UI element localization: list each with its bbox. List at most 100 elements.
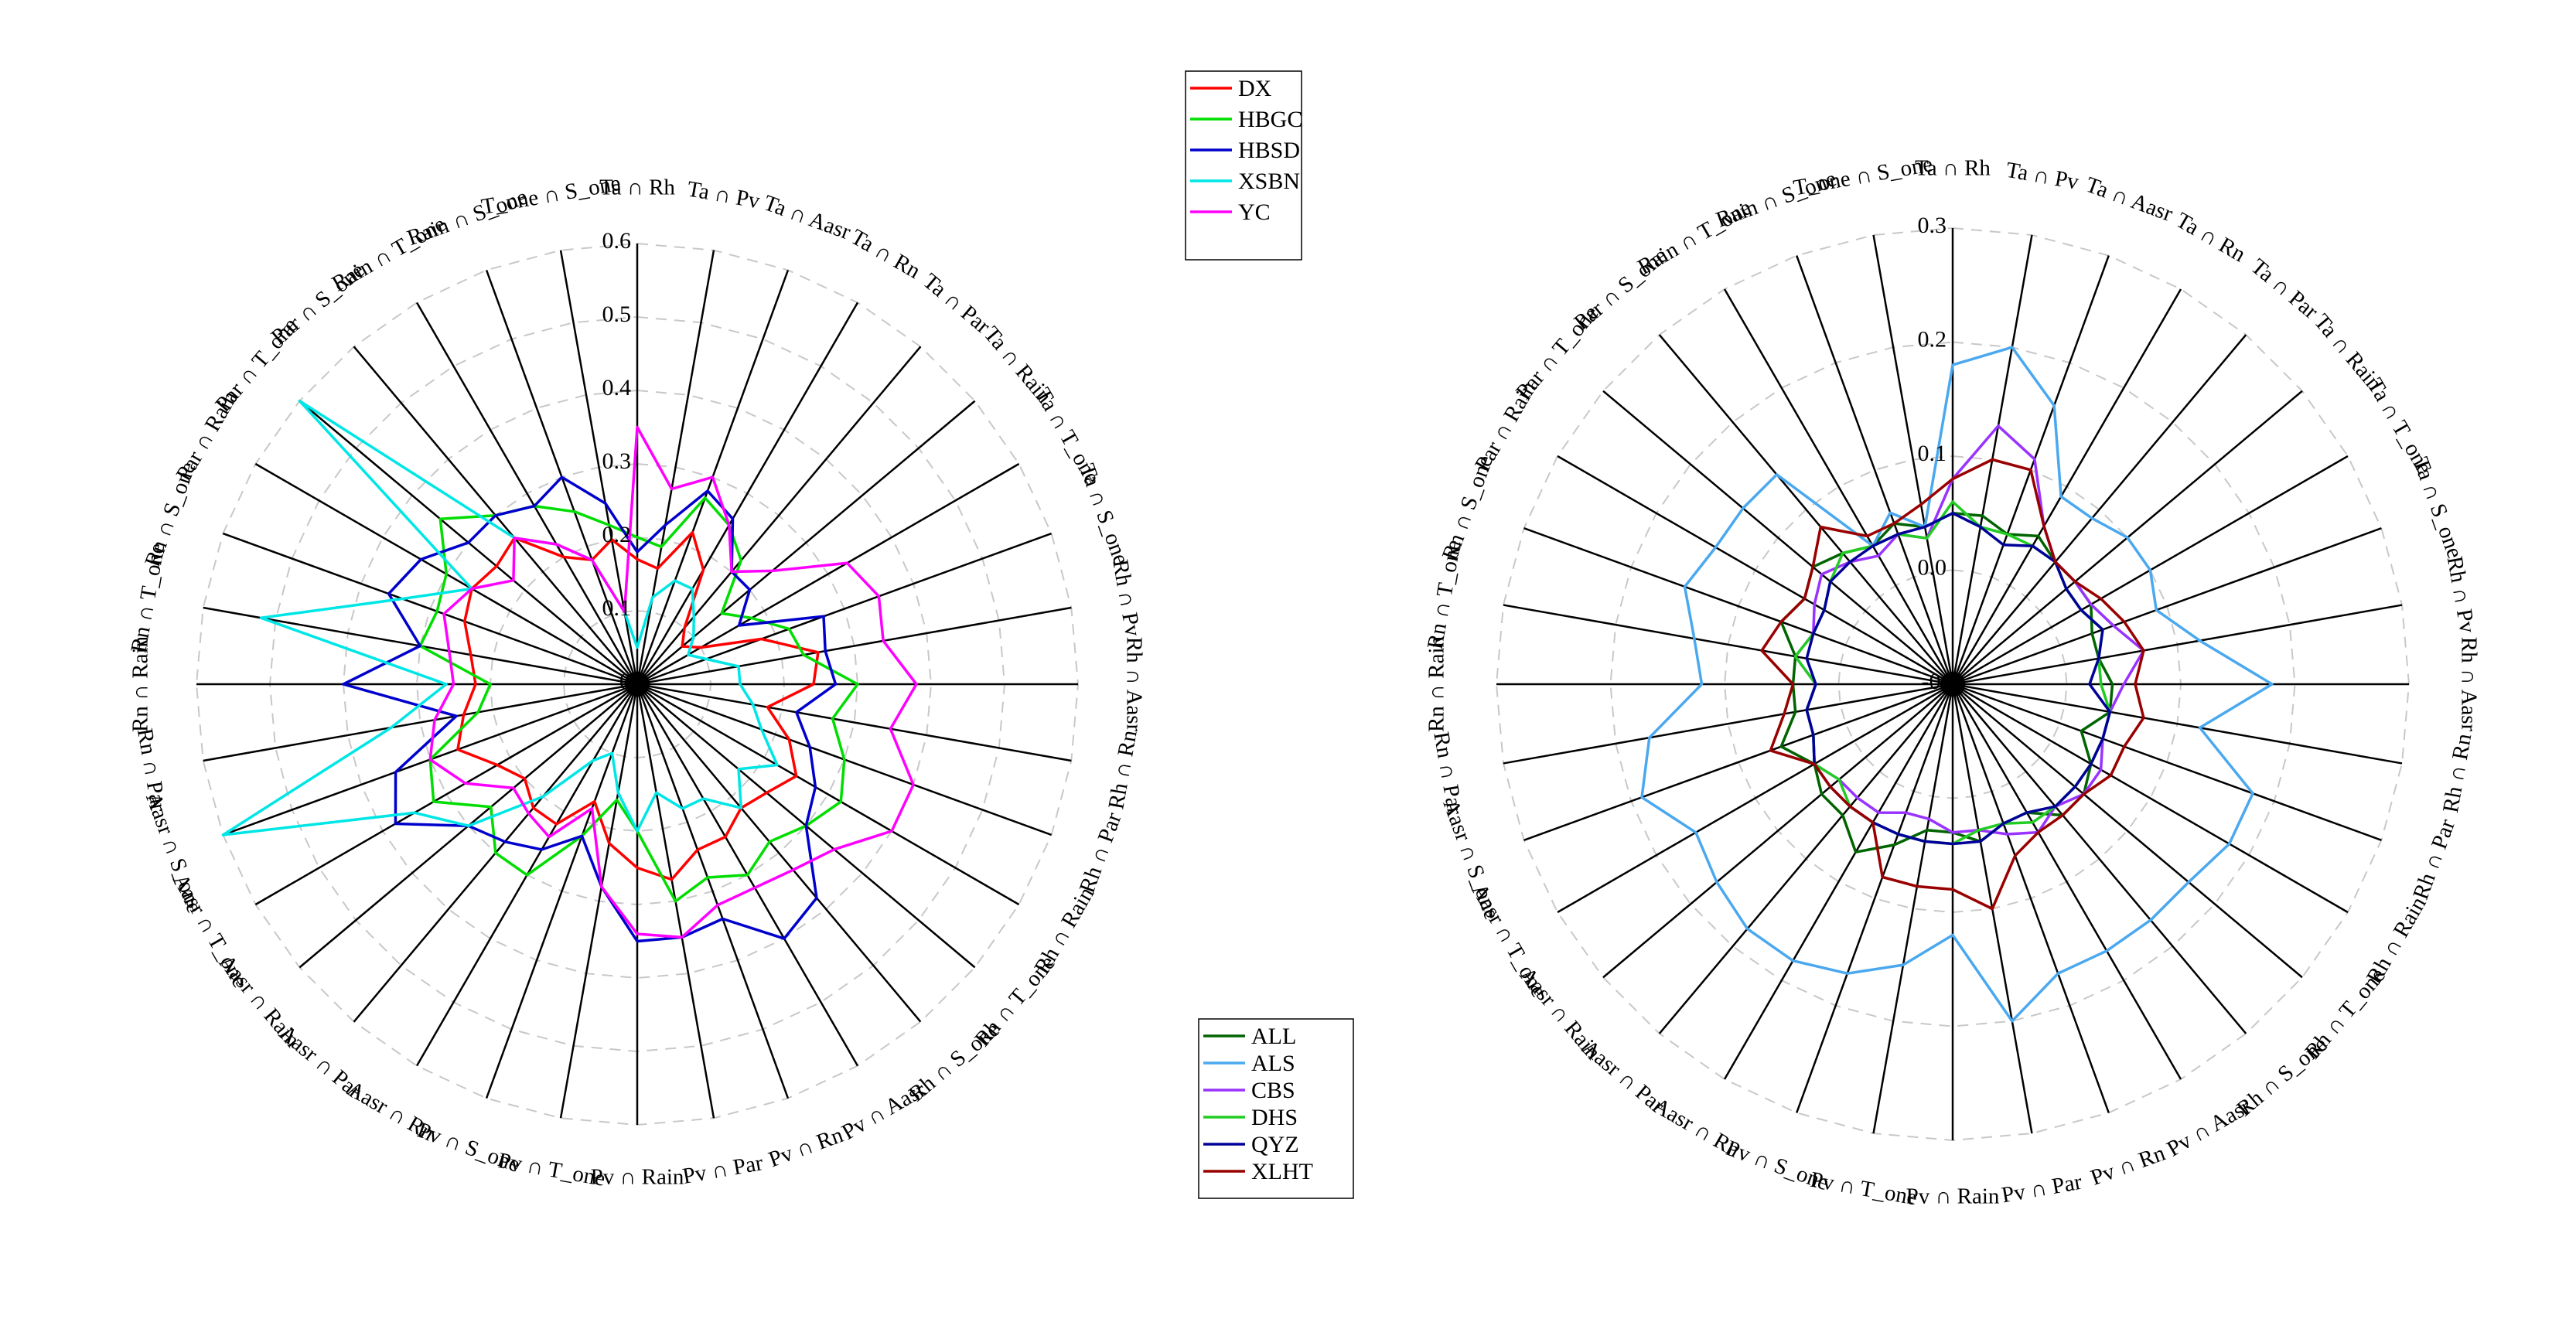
category-label: Rn ∩ Par xyxy=(132,727,171,813)
spoke-26 xyxy=(1503,683,1953,765)
spoke-3 xyxy=(636,302,859,685)
spoke-13 xyxy=(1952,683,2303,979)
category-label: Ta ∩ Rn xyxy=(2172,208,2250,267)
series-line-yc xyxy=(428,425,918,939)
series-line-als xyxy=(1640,346,2274,1023)
tick-label: 0.6 xyxy=(602,228,632,254)
category-label: Rh ∩ Aasr xyxy=(2456,637,2481,732)
spoke-25 xyxy=(1523,683,1953,841)
category-label: Rh ∩ Rn xyxy=(1104,728,1142,812)
category-label: Ta ∩ Aasr xyxy=(2083,172,2176,227)
category-label: Rh ∩ Par xyxy=(1075,809,1127,897)
category-label: T_one ∩ S_one xyxy=(1792,152,1935,200)
legend-box xyxy=(1185,70,1302,261)
spoke-20 xyxy=(1796,683,1954,1113)
legend-label: QYZ xyxy=(1251,1132,1299,1157)
legend-box xyxy=(1198,1018,1354,1199)
category-label: T_one ∩ S_one xyxy=(479,171,623,220)
category-label: Ta ∩ Par xyxy=(2246,254,2322,325)
category-label: Pv ∩ Rn xyxy=(2087,1140,2168,1190)
spoke-12 xyxy=(636,683,1020,906)
legend-label: ALS xyxy=(1251,1051,1295,1076)
spoke-4 xyxy=(1952,334,2247,685)
series-line-xsbn xyxy=(221,399,779,836)
tick-label: 0.3 xyxy=(1918,213,1947,238)
spoke-28 xyxy=(1503,604,1953,686)
category-label: Rh ∩ Par xyxy=(2408,816,2460,903)
legend-label: DHS xyxy=(1251,1105,1298,1130)
spoke-10 xyxy=(636,683,1072,762)
category-label: Ta ∩ Rh xyxy=(1915,156,1991,181)
category-label: Rh ∩ Aasr xyxy=(1121,637,1146,732)
category-label: Rh ∩ Rn xyxy=(2438,731,2477,815)
legend-label: YC xyxy=(1238,199,1271,225)
tick-label: 0.5 xyxy=(602,302,632,327)
category-label: Ta ∩ Rh xyxy=(599,175,675,200)
spoke-23 xyxy=(1602,683,1953,979)
legend-label: XSBN xyxy=(1238,169,1300,194)
spoke-16 xyxy=(636,683,790,1099)
series-line-hbsd xyxy=(342,475,838,943)
series-line-cbs xyxy=(1793,424,2145,836)
spoke-12 xyxy=(1952,683,2349,914)
spoke-11 xyxy=(1952,683,2382,841)
tick-label: 0 xyxy=(619,669,631,694)
category-label: Rn ∩ Rain xyxy=(1424,635,1449,732)
spoke-35 xyxy=(1872,234,1954,685)
category-label: Pv ∩ Aasr xyxy=(2163,1094,2256,1161)
spoke-8 xyxy=(636,606,1072,686)
category-label: Pv ∩ Par xyxy=(2000,1170,2084,1208)
spoke-19 xyxy=(559,683,639,1119)
category-label: Pv ∩ Rn xyxy=(766,1123,847,1172)
spoke-8 xyxy=(1952,604,2403,686)
category-label: Rn ∩ Par xyxy=(1428,730,1467,816)
spoke-34 xyxy=(1796,255,1954,685)
spoke-32 xyxy=(1658,334,1953,685)
tick-label: 0.1 xyxy=(602,595,632,621)
category-label: Pv ∩ Aasr xyxy=(838,1077,930,1144)
spoke-1 xyxy=(636,250,715,685)
category-label: Rh ∩ Pv xyxy=(2442,554,2480,635)
spoke-22 xyxy=(1658,683,1953,1034)
radar-chart-right: -0.0.00.10.20.3Ta ∩ Rh Ta ∩ Pv Ta ∩ AasrTa… xyxy=(1198,152,2481,1210)
legend-label: HBGC xyxy=(1238,107,1302,132)
category-label: Ta ∩ Pv xyxy=(685,176,762,213)
category-label: Pv ∩ Rain xyxy=(591,1165,684,1190)
category-label: Pv ∩ Rain xyxy=(1906,1184,2000,1209)
spoke-24 xyxy=(254,683,638,906)
center-hub xyxy=(1940,672,1965,697)
tick-label: 0.2 xyxy=(1918,327,1947,353)
spoke-14 xyxy=(636,683,922,1023)
center-hub xyxy=(625,672,650,697)
spoke-14 xyxy=(1952,683,2247,1034)
series-line-qyz xyxy=(1805,512,2112,846)
spoke-33 xyxy=(415,302,639,685)
series-line-xlht xyxy=(1760,458,2145,911)
spoke-16 xyxy=(1951,683,2110,1113)
legend-label: XLHT xyxy=(1251,1159,1313,1184)
category-label: Ta ∩ Rn xyxy=(847,224,925,284)
spoke-10 xyxy=(1952,683,2403,765)
category-label: Ta ∩ Pv xyxy=(2005,158,2081,195)
category-label: Rn ∩ Rain xyxy=(128,635,153,732)
legend-label: DX xyxy=(1238,76,1272,101)
spoke-7 xyxy=(1952,527,2382,686)
spoke-29 xyxy=(222,532,638,686)
spoke-29 xyxy=(1523,527,1953,686)
category-label: Ta ∩ Par xyxy=(918,269,995,339)
legend-label: HBSD xyxy=(1238,138,1300,163)
category-label: Ta ∩ S_one xyxy=(2408,454,2468,561)
spoke-33 xyxy=(1723,288,1954,685)
tick-label: 0.1 xyxy=(1918,441,1947,466)
spoke-19 xyxy=(1872,683,1954,1134)
spoke-15 xyxy=(1951,683,2182,1080)
tick-label: 0.0 xyxy=(1918,555,1947,581)
category-label: Rh ∩ Pv xyxy=(1107,558,1145,639)
category-label: Ta ∩ Aasr xyxy=(760,190,854,244)
category-label: Ta ∩ S_one xyxy=(1074,461,1134,568)
tick-label: -0. xyxy=(1922,669,1947,694)
spoke-21 xyxy=(1723,683,1954,1080)
spoke-26 xyxy=(203,683,638,762)
spoke-24 xyxy=(1557,683,1953,914)
